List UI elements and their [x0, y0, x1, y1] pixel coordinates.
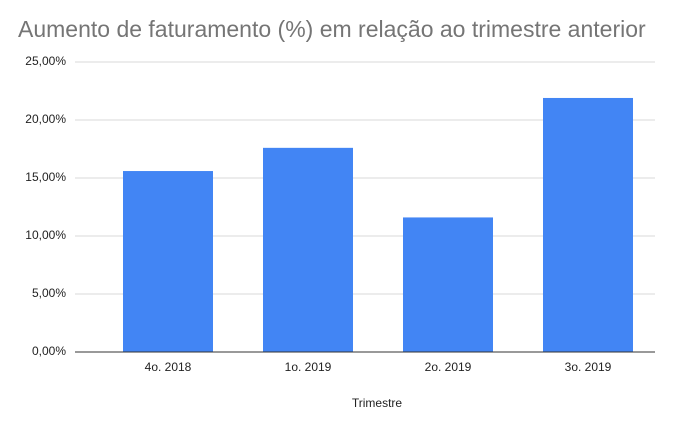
x-tick-label: 4o. 2018 [145, 360, 192, 374]
y-tick-label: 20,00% [25, 112, 66, 126]
bar [123, 171, 213, 352]
x-tick-label: 2o. 2019 [425, 360, 472, 374]
x-tick-label: 3o. 2019 [565, 360, 612, 374]
bar [263, 147, 353, 352]
bar [403, 217, 493, 352]
x-axis-label: Trimestre [352, 396, 403, 410]
y-tick-label: 10,00% [25, 228, 66, 242]
x-tick-label: 1o. 2019 [285, 360, 332, 374]
chart-title: Aumento de faturamento (%) em relação ao… [18, 16, 646, 42]
y-tick-label: 5,00% [32, 286, 66, 300]
y-tick-label: 25,00% [25, 54, 66, 68]
bar [543, 97, 633, 353]
y-tick-label: 15,00% [25, 170, 66, 184]
y-tick-label: 0,00% [32, 344, 66, 358]
